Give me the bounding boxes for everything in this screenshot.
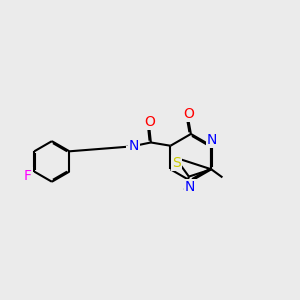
Text: O: O [144,115,155,129]
Text: N: N [129,140,140,153]
Text: H: H [127,147,135,157]
Text: O: O [183,107,194,121]
Text: F: F [24,169,32,182]
Text: S: S [172,156,180,170]
Text: N: N [207,133,217,147]
Text: N: N [185,180,195,194]
